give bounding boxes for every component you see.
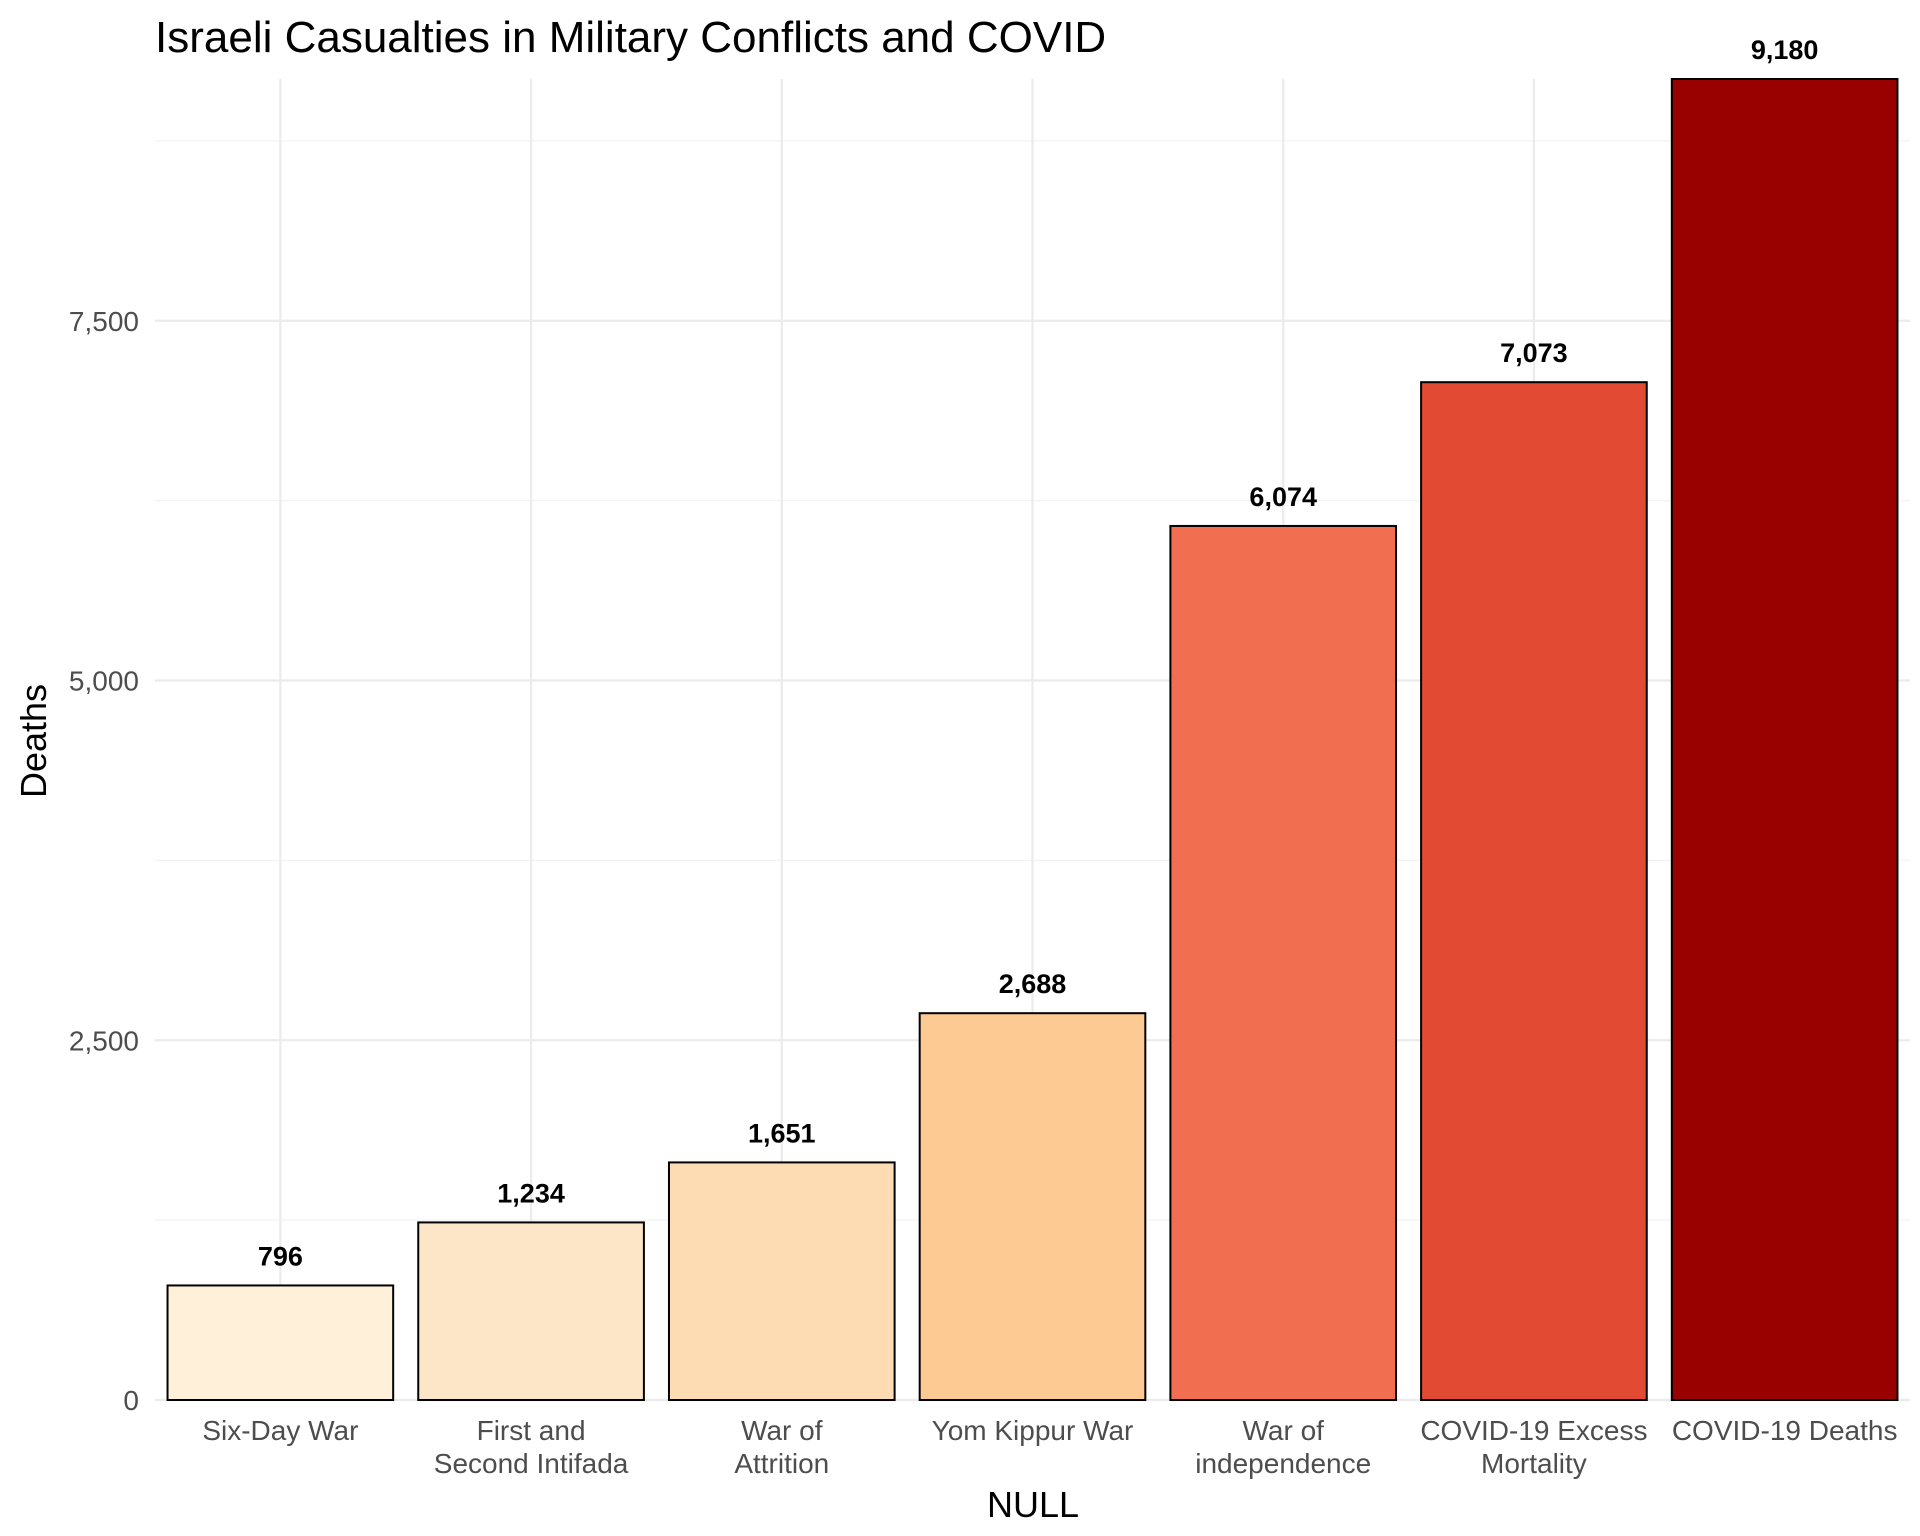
bar-value-label: 1,651 bbox=[748, 1118, 816, 1148]
bar bbox=[1420, 381, 1648, 1401]
x-axis-ticks: Six-Day War First and Second Intifada War o… bbox=[202, 1415, 1897, 1479]
y-tick-label: 0 bbox=[123, 1385, 139, 1416]
chart-title: Israeli Casualties in Military Conflicts… bbox=[155, 13, 1106, 62]
bars bbox=[166, 78, 1899, 1402]
bar bbox=[166, 1284, 395, 1402]
bar bbox=[1670, 78, 1899, 1401]
bar bbox=[417, 1221, 645, 1401]
bar-value-label: 796 bbox=[258, 1241, 303, 1271]
bar-value-label: 1,234 bbox=[497, 1178, 565, 1208]
x-tick-label: Six-Day War bbox=[202, 1415, 358, 1446]
x-tick-label: COVID-19 Excess Mortality bbox=[1420, 1415, 1647, 1479]
bar-value-label: 7,073 bbox=[1500, 338, 1568, 368]
x-tick-label: First and Second Intifada bbox=[434, 1415, 629, 1479]
x-tick-label: COVID-19 Deaths bbox=[1672, 1415, 1898, 1446]
x-tick-label: War of independence bbox=[1195, 1415, 1371, 1479]
bar-value-label: 2,688 bbox=[999, 969, 1067, 999]
x-axis-title: NULL bbox=[987, 1484, 1079, 1525]
bar-value-label: 9,180 bbox=[1751, 35, 1819, 65]
bar-value-label: 6,074 bbox=[1249, 482, 1317, 512]
bar bbox=[1169, 524, 1398, 1401]
bar bbox=[667, 1161, 896, 1402]
x-tick-label: War of Attrition bbox=[734, 1415, 829, 1479]
y-tick-label: 5,000 bbox=[69, 666, 139, 697]
bar bbox=[918, 1012, 1147, 1401]
bar-value-labels: 796 1,234 1,651 2,688 6,074 7,073 9,180 bbox=[258, 35, 1819, 1271]
y-axis-title: Deaths bbox=[13, 684, 54, 798]
x-tick-label: Yom Kippur War bbox=[932, 1415, 1134, 1446]
y-axis-ticks: 0 2,500 5,000 7,500 bbox=[69, 306, 139, 1416]
y-tick-label: 7,500 bbox=[69, 306, 139, 337]
y-tick-label: 2,500 bbox=[69, 1025, 139, 1056]
